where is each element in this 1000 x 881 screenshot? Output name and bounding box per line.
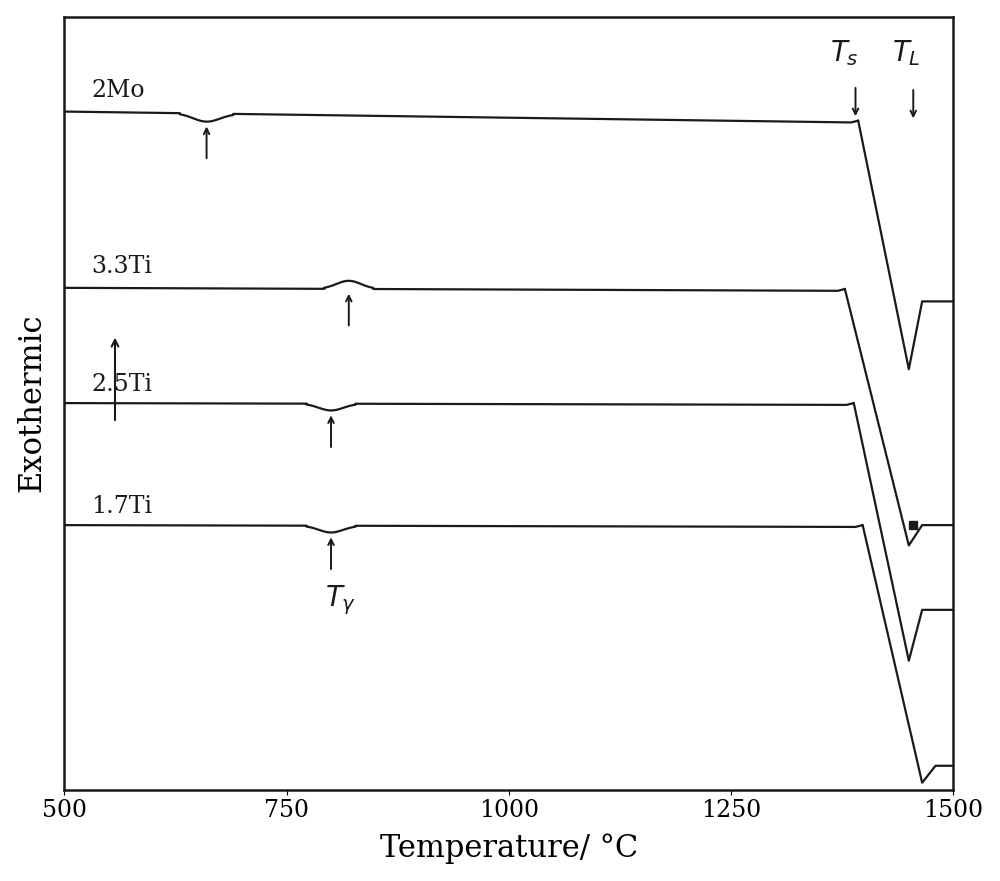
Text: $T_\gamma$: $T_\gamma$: [325, 583, 356, 617]
Text: 2Mo: 2Mo: [91, 78, 145, 101]
Text: $T_L$: $T_L$: [892, 38, 920, 68]
Text: 3.3Ti: 3.3Ti: [91, 255, 152, 278]
Text: 2.5Ti: 2.5Ti: [91, 373, 152, 396]
Y-axis label: Exothermic: Exothermic: [17, 314, 48, 492]
Text: 1.7Ti: 1.7Ti: [91, 495, 152, 518]
Text: $T_s$: $T_s$: [830, 38, 859, 68]
X-axis label: Temperature/ °C: Temperature/ °C: [380, 833, 638, 864]
